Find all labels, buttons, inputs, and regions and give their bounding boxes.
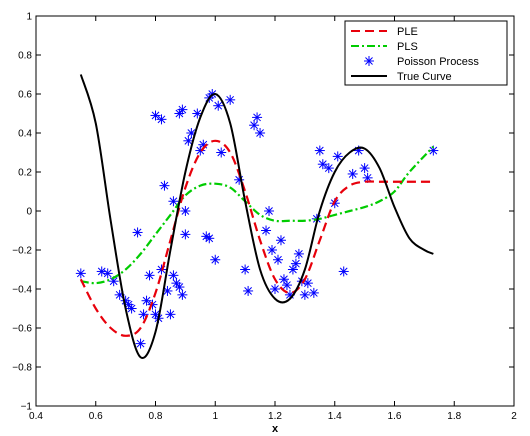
data-point [338,266,349,277]
data-point [347,168,358,179]
x-tick-label: 1 [212,411,218,422]
legend: PLE PLS Poisson Process True Curve [344,20,508,86]
data-point [249,120,260,131]
y-tick-label: 0 [26,207,32,218]
legend-label-true-curve: True Curve [397,71,452,83]
data-point [362,172,373,183]
y-tick-label: −0.8 [12,363,32,374]
series-true-curve-line [79,74,434,360]
x-tick-label: 0.4 [29,411,43,422]
data-point [168,196,179,207]
data-point [204,233,215,244]
data-point [168,270,179,281]
x-tick-label: 1.4 [328,411,342,422]
x-tick-label: 0.8 [149,411,163,422]
x-tick-label: 1.2 [268,411,282,422]
data-point [270,284,280,294]
legend-label-ple: PLE [397,26,418,38]
y-tick-label: 0.2 [18,168,32,179]
data-point [240,264,251,275]
data-point [165,309,176,320]
data-point [180,206,191,216]
y-tick-label: 0.6 [18,90,32,101]
y-tick-label: −1 [21,402,33,413]
y-tick-label: 0.8 [18,51,32,62]
data-point [243,285,254,296]
data-point [261,225,272,236]
data-point [201,231,212,242]
data-point [75,268,86,279]
data-point [108,276,119,287]
data-point [359,163,370,174]
x-tick-label: 0.6 [89,411,103,422]
data-point [102,268,113,279]
marks-layer [75,74,439,360]
series-pls-line [80,145,435,285]
data-point [323,163,334,174]
data-point [275,235,286,246]
data-point [177,289,188,300]
legend-swatch-poisson-process [364,56,374,66]
x-tick-label: 1.8 [447,411,461,422]
data-point [141,295,152,306]
series-poisson-process [75,89,439,349]
data-point [210,254,221,265]
data-point [132,227,143,238]
data-point [138,309,149,320]
x-axis-title: x [272,423,279,435]
legend-label-poisson-process: Poisson Process [397,56,479,68]
data-point [135,338,146,349]
data-point [267,245,278,255]
data-point [281,280,292,291]
data-point [150,110,161,121]
data-point [299,289,310,300]
y-tick-label: −0.6 [12,324,32,335]
y-tick-label: −0.2 [12,246,32,257]
x-tick-label: 1.6 [388,411,402,422]
y-tick-label: −0.4 [12,285,32,296]
data-point [213,100,224,111]
data-point [126,303,137,314]
series-ple-line [79,139,434,337]
ticks-layer: 0.4 0.6 0.8 1 1.2 1.4 1.6 1.8 2 −1 −0.8 −0.6 −0.4 −0.… [12,12,517,423]
legend-label-pls: PLS [397,41,418,53]
data-point [174,282,185,293]
data-point [159,180,170,191]
data-point [302,278,313,289]
data-point [183,135,194,146]
y-tick-label: 1 [26,12,32,23]
data-point [156,114,167,125]
data-point [144,270,155,281]
data-point [293,248,304,259]
data-point [308,287,319,298]
data-point [317,159,328,170]
data-point [255,128,266,138]
data-point [332,151,343,162]
data-point [216,147,227,158]
data-point [314,145,325,156]
data-point [177,104,188,115]
data-point [287,264,298,275]
data-point [272,254,283,265]
data-point [290,258,301,269]
x-tick-label: 2 [511,411,517,422]
data-point [225,94,236,105]
data-point [180,229,191,240]
data-point [252,112,263,123]
data-point [264,206,275,216]
data-point [192,108,203,119]
y-tick-label: 0.4 [18,129,32,140]
